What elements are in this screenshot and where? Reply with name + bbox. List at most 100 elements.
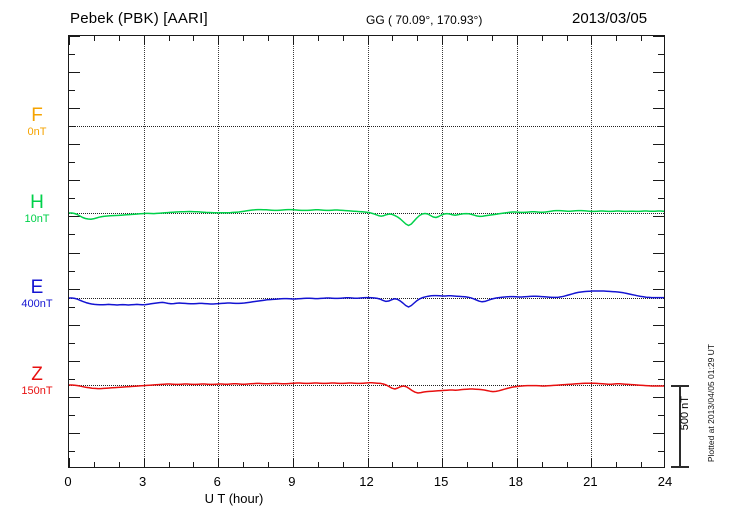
component-symbol-e: E [30,277,44,298]
y-tick-0 [653,36,664,37]
y-tick-23 [69,450,75,452]
trace-e [69,290,664,308]
component-amplitude-f: 0nT [27,126,47,138]
y-tick-7 [69,162,75,164]
x-tick-12 [367,36,369,45]
component-amplitude-z: 150nT [21,385,53,397]
grid-line-hour-21 [591,36,593,467]
x-tick-4 [168,462,170,467]
x-tick-17 [491,36,493,41]
y-tick-9 [69,198,75,200]
y-tick-4 [69,108,80,110]
component-amplitude-e: 400nT [21,298,53,310]
y-tick-1 [69,54,75,56]
y-tick-17 [69,342,75,344]
y-tick-17 [658,342,664,344]
y-tick-19 [658,378,664,380]
component-label-z: Z 150nT [8,365,66,398]
baseline-e [69,298,664,299]
trace-z [69,382,664,394]
x-tick-23 [641,462,643,467]
x-tick-label-12: 12 [359,474,374,489]
x-tick-18 [516,36,518,45]
x-tick-2 [118,462,120,467]
y-tick-3 [658,90,664,92]
observation-date: 2013/03/05 [572,10,648,27]
y-tick-3 [69,90,75,92]
y-tick-2 [653,72,664,74]
y-tick-9 [658,198,664,200]
x-tick-19 [541,36,543,41]
y-tick-21 [658,414,664,416]
x-tick-6 [218,36,220,45]
y-tick-10 [69,216,80,218]
y-tick-23 [658,450,664,452]
y-tick-6 [69,144,80,146]
y-tick-10 [653,216,664,218]
y-tick-13 [69,270,75,272]
x-tick-label-0: 0 [64,474,72,489]
component-amplitude-h: 10nT [24,213,50,225]
x-tick-15 [442,458,444,467]
x-tick-7 [243,36,245,41]
y-tick-18 [69,360,80,362]
component-label-f: F 0nT [8,106,66,139]
y-tick-21 [69,414,75,416]
y-tick-11 [658,234,664,236]
x-tick-23 [641,36,643,41]
x-tick-4 [168,36,170,41]
x-tick-10 [317,36,319,41]
y-tick-13 [658,270,664,272]
x-tick-label-24: 24 [657,474,673,489]
x-tick-label-15: 15 [433,474,449,489]
x-axis-title-text: U T (hour) [204,491,264,506]
component-symbol-f: F [31,105,43,126]
x-tick-9 [292,458,294,467]
y-tick-4 [653,108,664,110]
component-label-e: E 400nT [8,278,66,311]
x-tick-label-9: 9 [288,474,296,489]
grid-line-hour-6 [218,36,220,467]
x-tick-3 [143,458,145,467]
grid-line-hour-12 [367,36,369,467]
x-tick-18 [516,458,518,467]
y-tick-12 [69,252,80,254]
y-tick-12 [653,252,664,254]
x-tick-15 [442,36,444,45]
baseline-z [69,385,664,386]
y-tick-22 [653,432,664,434]
x-tick-20 [566,36,568,41]
x-tick-7 [243,462,245,467]
trace-h [69,208,664,227]
x-tick-13 [392,462,394,467]
x-tick-0 [69,458,70,467]
x-tick-0 [69,36,70,45]
x-axis-title: U T (hour) [0,491,730,506]
x-tick-8 [268,462,269,467]
x-tick-5 [193,462,195,467]
scale-bar-label: 500 nT [679,396,691,431]
x-tick-13 [392,36,394,41]
x-tick-11 [342,36,344,41]
x-tick-1 [93,462,95,467]
y-tick-14 [653,288,664,290]
y-tick-15 [658,306,664,308]
x-tick-14 [417,462,419,467]
y-tick-11 [69,234,75,236]
x-tick-22 [616,462,618,467]
x-tick-11 [342,462,344,467]
component-label-h: H 10nT [8,193,66,226]
x-tick-1 [93,36,95,41]
x-tick-3 [143,36,145,45]
x-tick-16 [467,36,468,41]
x-tick-22 [616,36,618,41]
component-symbol-z: Z [31,364,43,385]
grid-line-hour-9 [292,36,294,467]
y-tick-8 [653,180,664,182]
grid-line-hour-18 [516,36,518,467]
trace-path-h [69,208,664,227]
y-tick-16 [653,324,664,326]
x-tick-label-6: 6 [213,474,221,489]
x-tick-19 [541,462,543,467]
